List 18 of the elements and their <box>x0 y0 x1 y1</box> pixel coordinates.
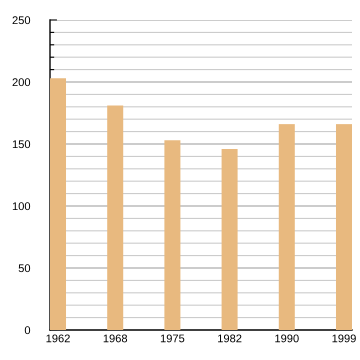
x-tick-label: 1968 <box>104 334 128 342</box>
y-tick-label: 50 <box>18 264 30 272</box>
x-tick-label: 1999 <box>332 334 356 342</box>
x-tick-label: 1982 <box>218 334 242 342</box>
bar <box>107 106 124 330</box>
bar <box>278 124 295 330</box>
x-tick-label: 1990 <box>275 334 299 342</box>
y-tick-label: 200 <box>12 78 30 86</box>
bar <box>164 140 180 330</box>
y-tick-label: 100 <box>12 202 30 210</box>
bar <box>222 148 238 330</box>
y-tick-label: 250 <box>12 16 30 24</box>
y-tick-label: 150 <box>12 140 30 148</box>
y-tick-label: 0 <box>24 326 30 334</box>
bar <box>50 78 66 330</box>
x-tick-label: 1975 <box>160 334 184 342</box>
bar <box>336 124 352 330</box>
x-tick-label: 1962 <box>46 334 70 342</box>
